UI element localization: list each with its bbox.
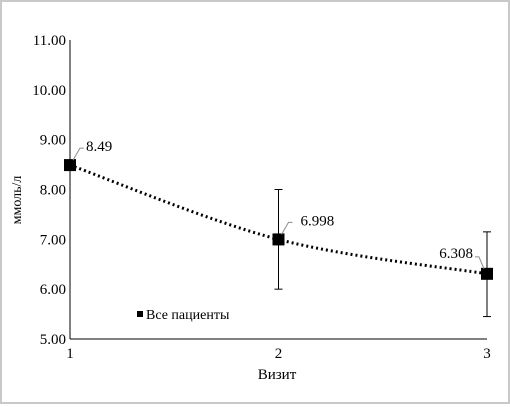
x-tick-label: 1 (66, 346, 74, 362)
y-tick-label: 7.00 (40, 232, 66, 248)
legend: Все пациенты (137, 308, 230, 323)
legend-marker (137, 311, 143, 317)
y-tick-label: 8.00 (40, 183, 66, 199)
data-label: 6.998 (301, 213, 335, 229)
data-point (64, 159, 76, 172)
x-axis: 1 2 3 (66, 346, 491, 362)
data-label: 8.49 (86, 139, 112, 155)
y-axis: 5.00 6.00 7.00 8.00 9.00 10.00 11.00 (32, 33, 66, 348)
data-markers (64, 159, 493, 280)
legend-label: Все пациенты (146, 308, 230, 323)
y-tick-label: 11.00 (33, 33, 66, 49)
label-leader-line (72, 147, 84, 161)
x-tick-label: 3 (483, 346, 491, 362)
label-leader-line (281, 221, 293, 235)
y-tick-label: 5.00 (40, 332, 66, 348)
data-point (481, 267, 493, 280)
y-tick-label: 6.00 (40, 282, 66, 298)
y-tick-label: 9.00 (40, 133, 66, 149)
y-axis-label: ммоль/л (10, 176, 25, 225)
data-labels: 8.49 6.998 6.308 (72, 139, 485, 270)
line-chart: 5.00 6.00 7.00 8.00 9.00 10.00 11.00 1 2 3 8.49 6… (10, 33, 493, 383)
x-tick-label: 2 (275, 346, 283, 362)
y-tick-label: 10.00 (32, 83, 66, 99)
label-leader-line (475, 256, 485, 270)
data-point (272, 233, 285, 246)
x-axis-label: Визит (258, 367, 297, 383)
data-label: 6.308 (439, 246, 473, 262)
